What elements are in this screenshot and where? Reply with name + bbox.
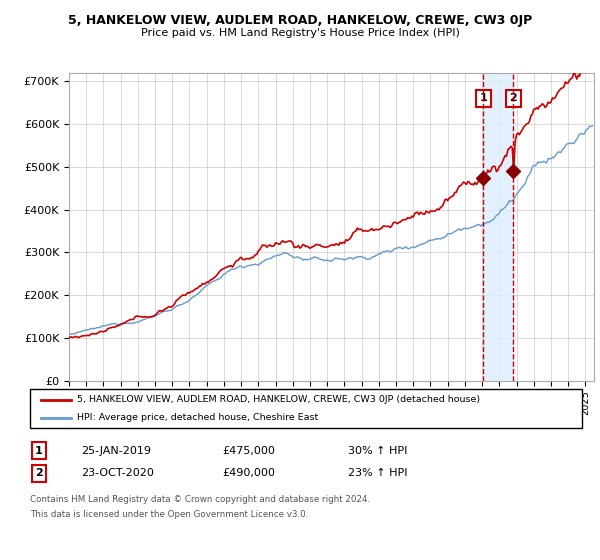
Text: HPI: Average price, detached house, Cheshire East: HPI: Average price, detached house, Ches…	[77, 413, 318, 422]
Text: 1: 1	[479, 94, 487, 104]
FancyBboxPatch shape	[30, 389, 582, 428]
Text: £475,000: £475,000	[222, 446, 275, 456]
Text: 2: 2	[509, 94, 517, 104]
Bar	[484, 73, 514, 381]
Text: 5, HANKELOW VIEW, AUDLEM ROAD, HANKELOW, CREWE, CW3 0JP (detached house): 5, HANKELOW VIEW, AUDLEM ROAD, HANKELOW,…	[77, 395, 480, 404]
Text: 23% ↑ HPI: 23% ↑ HPI	[348, 468, 407, 478]
Text: Contains HM Land Registry data © Crown copyright and database right 2024.: Contains HM Land Registry data © Crown c…	[30, 495, 370, 504]
Text: 30% ↑ HPI: 30% ↑ HPI	[348, 446, 407, 456]
Text: 1: 1	[35, 446, 43, 456]
Text: 23-OCT-2020: 23-OCT-2020	[81, 468, 154, 478]
Text: £490,000: £490,000	[222, 468, 275, 478]
Text: Price paid vs. HM Land Registry's House Price Index (HPI): Price paid vs. HM Land Registry's House …	[140, 28, 460, 38]
Text: This data is licensed under the Open Government Licence v3.0.: This data is licensed under the Open Gov…	[30, 510, 308, 519]
Text: 25-JAN-2019: 25-JAN-2019	[81, 446, 151, 456]
Text: 5, HANKELOW VIEW, AUDLEM ROAD, HANKELOW, CREWE, CW3 0JP: 5, HANKELOW VIEW, AUDLEM ROAD, HANKELOW,…	[68, 14, 532, 27]
Text: 2: 2	[35, 468, 43, 478]
